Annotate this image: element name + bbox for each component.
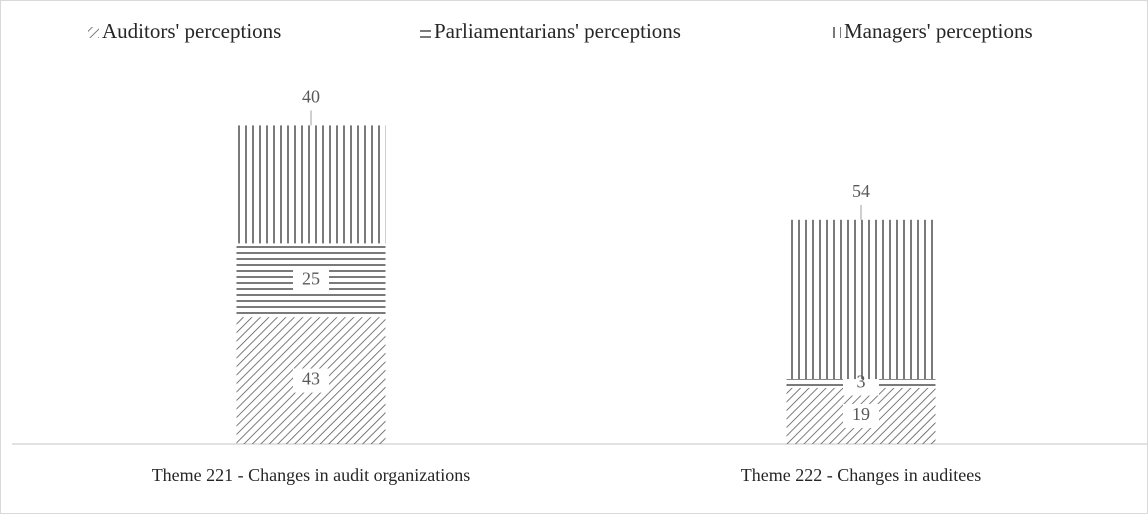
bar-segment bbox=[236, 125, 386, 244]
legend-label: Auditors' perceptions bbox=[102, 19, 281, 43]
label-bg bbox=[293, 368, 329, 393]
legend-label: Managers' perceptions bbox=[844, 19, 1033, 43]
legend-swatch bbox=[88, 27, 99, 38]
legend-label: Parliamentarians' perceptions bbox=[434, 19, 681, 43]
label-bg bbox=[843, 180, 879, 205]
legend-swatch bbox=[830, 27, 841, 38]
data-label: 3 bbox=[857, 372, 866, 392]
x-tick-label: Theme 221 - Changes in audit organizatio… bbox=[152, 465, 471, 485]
label-bg bbox=[293, 268, 329, 293]
x-tick-label: Theme 222 - Changes in auditees bbox=[741, 465, 981, 485]
label-bg bbox=[293, 86, 329, 111]
data-label: 43 bbox=[302, 369, 320, 389]
bar-segment bbox=[786, 219, 936, 380]
label-bg bbox=[843, 403, 879, 428]
data-label: 54 bbox=[852, 181, 870, 201]
data-label: 25 bbox=[302, 268, 320, 288]
legend-swatch bbox=[420, 27, 431, 38]
data-label: 19 bbox=[852, 404, 870, 424]
data-label: 40 bbox=[302, 87, 320, 107]
